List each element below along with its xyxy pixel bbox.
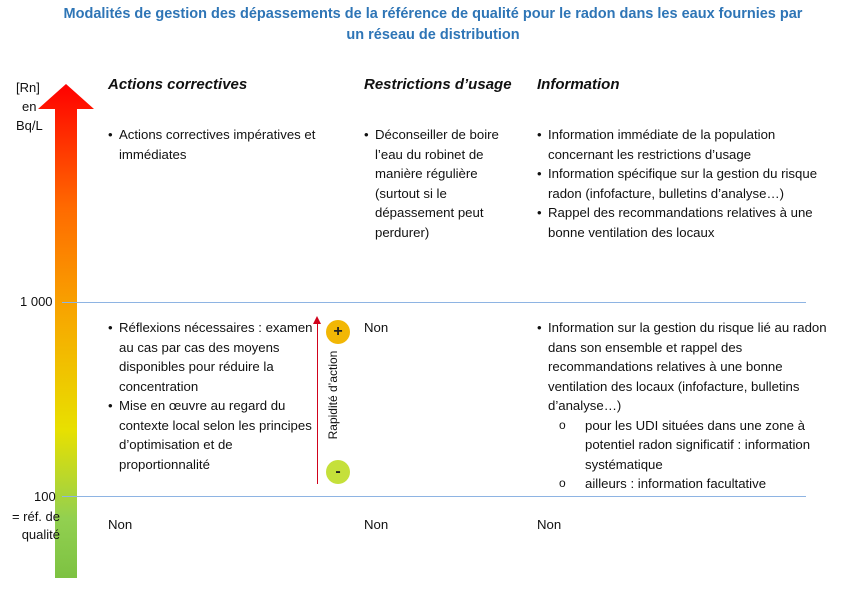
axis-unit-label: [Rn] en Bq/L xyxy=(16,78,43,135)
column-header-actions: Actions correctives xyxy=(108,76,248,93)
cell-low-restrictions: Non xyxy=(364,517,389,532)
cell-mid-actions: Réflexions nécessaires : examen au cas p… xyxy=(108,318,316,474)
column-header-restrictions: Restrictions d’usage xyxy=(364,76,512,93)
list-item: Réflexions nécessaires : examen au cas p… xyxy=(108,318,316,396)
cell-high-restrictions: Déconseiller de boire l’eau du robinet d… xyxy=(364,125,524,242)
cell-high-actions: Actions correctives impératives et imméd… xyxy=(108,125,338,164)
tick-100: 100 xyxy=(34,489,56,504)
action-speed-arrow-head xyxy=(313,316,321,324)
list-item: Rappel des recommandations relatives à u… xyxy=(537,203,822,242)
column-header-information: Information xyxy=(537,76,620,93)
tick-1000: 1 000 xyxy=(20,294,53,309)
threshold-line-1000 xyxy=(62,302,806,303)
reference-quality-label: = réf. de qualité xyxy=(8,508,60,544)
title-line-1: Modalités de gestion des dépassements de… xyxy=(63,6,803,22)
threshold-line-100 xyxy=(62,496,806,497)
concentration-gradient-arrow xyxy=(38,84,94,578)
list-item: Déconseiller de boire l’eau du robinet d… xyxy=(364,125,524,242)
list-item: Information sur la gestion du risque lié… xyxy=(537,318,827,416)
gradient-arrow-shape xyxy=(38,84,94,578)
list-item: Actions correctives impératives et imméd… xyxy=(108,125,338,164)
reference-line: qualité xyxy=(21,527,60,542)
action-speed-label: Rapidité d’action xyxy=(326,350,340,440)
cell-high-information: Information immédiate de la population c… xyxy=(537,125,822,242)
cell-low-information: Non xyxy=(537,517,562,532)
cell-mid-information: Information sur la gestion du risque lié… xyxy=(537,318,827,494)
cell-low-actions: Non xyxy=(108,517,133,532)
axis-unit-line: Bq/L xyxy=(16,118,43,133)
plus-icon: + xyxy=(326,320,350,344)
minus-icon: - xyxy=(326,460,350,484)
axis-unit-line: [Rn] xyxy=(16,80,40,95)
sub-list-item: ailleurs : information facultative xyxy=(537,474,827,494)
axis-unit-line: en xyxy=(22,99,37,114)
sub-list-item: pour les UDI situées dans une zone à pot… xyxy=(537,416,827,475)
diagram-title: Modalités de gestion des dépassements de… xyxy=(0,4,866,46)
title-line-2: un réseau de distribution xyxy=(346,27,520,43)
list-item: Information spécifique sur la gestion du… xyxy=(537,164,822,203)
action-speed-arrow-line xyxy=(317,318,318,484)
list-item: Mise en œuvre au regard du contexte loca… xyxy=(108,396,316,474)
list-item: Information immédiate de la population c… xyxy=(537,125,822,164)
cell-mid-restrictions: Non xyxy=(364,320,389,335)
reference-line: = réf. de xyxy=(11,509,60,524)
